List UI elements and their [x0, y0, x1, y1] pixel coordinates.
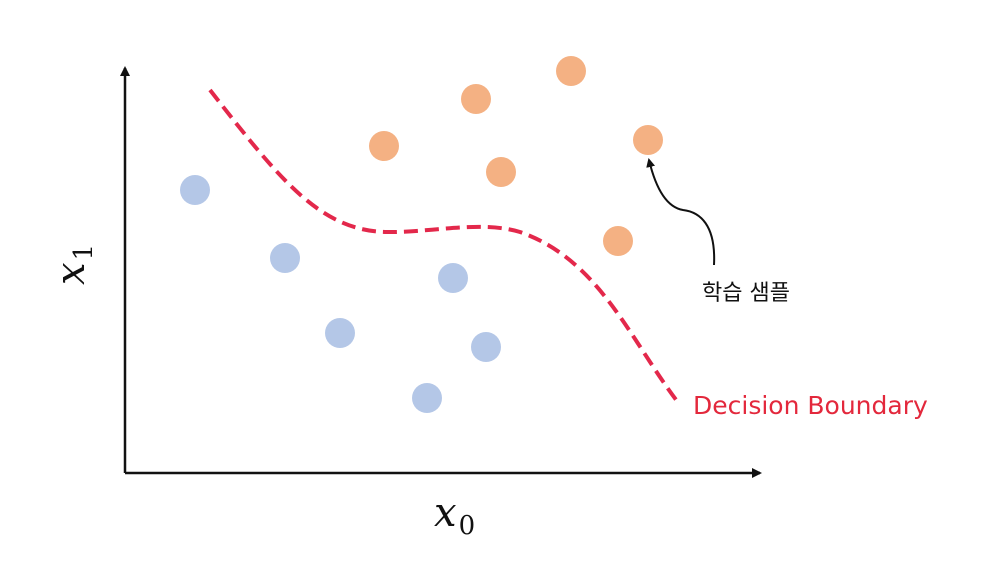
sample-point-b [633, 125, 663, 155]
class-b-samples [369, 56, 663, 256]
sample-point-a [270, 243, 300, 273]
sample-point-b [369, 131, 399, 161]
sample-point-b [486, 157, 516, 187]
sample-point-a [180, 175, 210, 205]
sample-point-a [471, 332, 501, 362]
sample-point-a [412, 383, 442, 413]
class-a-samples [180, 175, 501, 413]
sample-point-a [438, 263, 468, 293]
decision-boundary-curve [208, 88, 682, 407]
sample-point-b [603, 226, 633, 256]
sample-point-a [325, 318, 355, 348]
y-axis-label: x1 [48, 244, 99, 285]
training-sample-arrow [646, 158, 716, 266]
x-axis-label: x0 [434, 490, 475, 541]
y-axis-label-sub: 1 [69, 244, 99, 261]
decision-boundary-label: Decision Boundary [693, 391, 928, 420]
training-sample-label: 학습 샘플 [702, 281, 790, 306]
sample-point-b [556, 56, 586, 86]
x-axis-label-sub: 0 [459, 511, 476, 541]
y-axis-label-var: x [48, 262, 94, 285]
x-axis-label-var: x [434, 490, 457, 536]
sample-point-b [461, 84, 491, 114]
